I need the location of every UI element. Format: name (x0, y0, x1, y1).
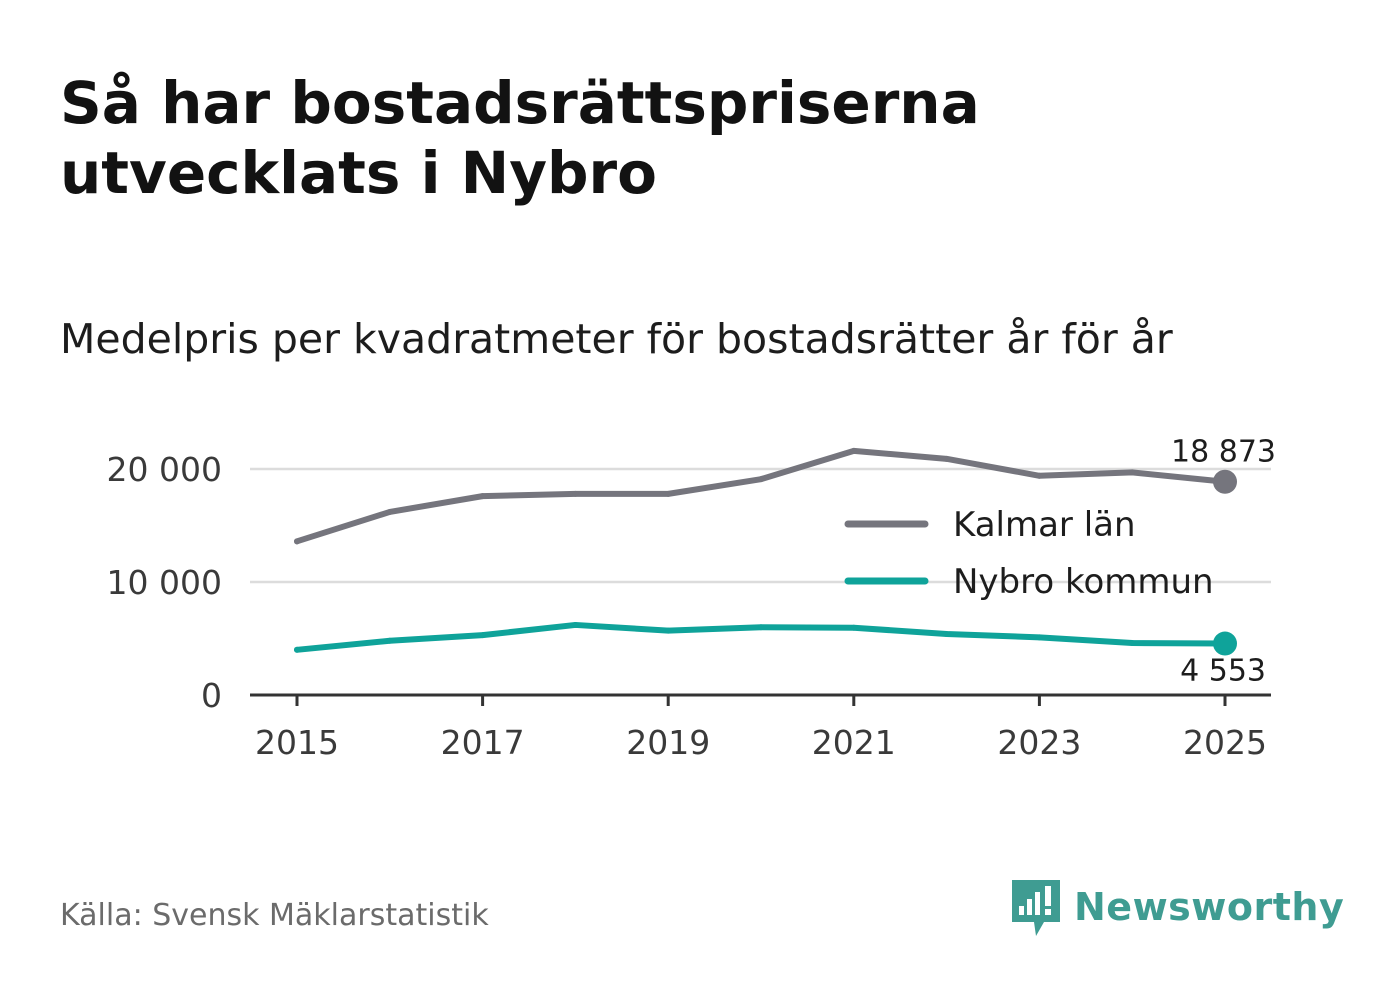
chart-subtitle: Medelpris per kvadratmeter för bostadsrä… (60, 315, 1173, 363)
legend-label: Kalmar län (953, 505, 1136, 545)
data-point (386, 637, 393, 644)
end-marker-1 (1213, 631, 1237, 656)
data-point (665, 627, 672, 634)
legend: Kalmar län Nybro kommun (844, 505, 1214, 602)
x-tick-label: 2021 (812, 723, 896, 762)
x-tick-label: 2015 (255, 723, 339, 762)
x-tick-label: 2017 (441, 723, 525, 762)
x-axis-ticks: 2015 2017 2019 2021 2023 2025 (255, 695, 1267, 762)
data-point (758, 476, 764, 483)
y-tick-label: 10 000 (107, 563, 222, 602)
source-label: Källa: Svensk Mäklarstatistik (60, 898, 489, 933)
data-point (758, 624, 764, 631)
y-tick-label: 20 000 (107, 450, 222, 489)
end-value-label: 4 553 (1180, 654, 1266, 689)
data-point (1129, 640, 1136, 647)
data-point (665, 490, 672, 497)
data-point (479, 493, 486, 500)
legend-label: Nybro kommun (953, 562, 1214, 602)
data-point (943, 455, 950, 462)
y-axis-ticks: 0 10 000 20 000 (107, 450, 222, 715)
brand-name: Newsworthy (1074, 885, 1345, 929)
data-point (479, 632, 486, 639)
end-value-label: 18 873 (1171, 435, 1276, 470)
data-point (850, 447, 857, 454)
x-tick-label: 2019 (626, 723, 710, 762)
x-tick-label: 2025 (1183, 723, 1267, 762)
end-marker-0 (1213, 469, 1237, 494)
newsworthy-logo-icon (1012, 880, 1060, 936)
x-tick-label: 2023 (997, 723, 1081, 762)
y-tick-label: 0 (201, 676, 222, 715)
brand-logo[interactable]: Newsworthy (1010, 876, 1344, 938)
data-point (1129, 469, 1136, 476)
series-lines: 18 873 4 553 (294, 435, 1276, 689)
data-point (850, 624, 857, 631)
data-point (1036, 634, 1043, 641)
data-point (294, 538, 300, 545)
data-point (1036, 472, 1043, 479)
gridlines (250, 467, 1271, 584)
data-point (572, 490, 579, 497)
data-point (294, 646, 300, 653)
data-point (943, 630, 950, 637)
chart-title: Så har bostadsrättspriserna utvecklats i… (60, 69, 980, 207)
data-point (386, 508, 393, 515)
data-point (572, 621, 579, 628)
